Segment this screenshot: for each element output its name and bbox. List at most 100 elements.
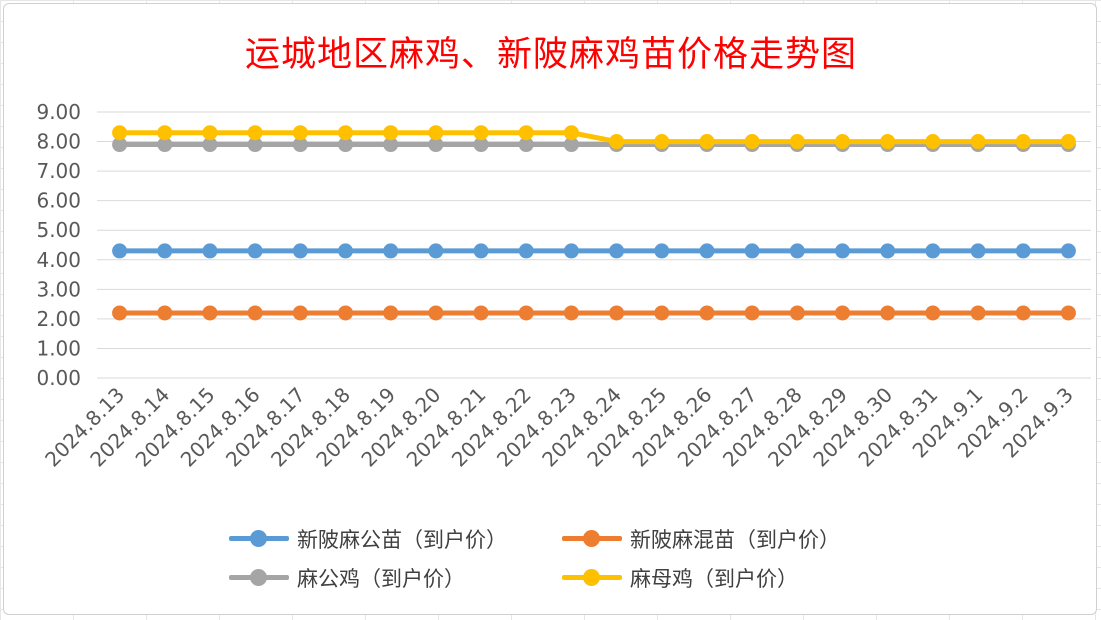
data-point [789, 134, 805, 150]
data-point [473, 137, 489, 153]
data-point [338, 243, 353, 259]
series-4 [112, 125, 1076, 150]
data-point [157, 125, 173, 141]
data-point [338, 137, 353, 153]
data-point [835, 243, 850, 259]
data-point [292, 125, 308, 141]
data-point [699, 305, 715, 321]
legend-item-series-1[interactable]: 新陂麻公苗（到户价） [229, 523, 507, 555]
data-point [835, 305, 850, 321]
y-tick-label: 6.00 [36, 189, 81, 213]
data-point [654, 134, 670, 150]
data-point [880, 243, 896, 259]
data-point [338, 125, 353, 141]
data-point [473, 243, 489, 259]
data-point [112, 137, 128, 153]
legend-marker [229, 562, 289, 594]
data-point [112, 305, 128, 321]
data-point [247, 137, 263, 153]
data-point [970, 243, 986, 259]
data-point [609, 305, 625, 321]
data-point [157, 305, 173, 321]
data-point [699, 134, 715, 150]
data-point [473, 125, 489, 141]
data-point [789, 305, 805, 321]
legend-label: 麻公鸡（到户价） [297, 567, 465, 591]
data-point [247, 305, 263, 321]
data-point [383, 125, 399, 141]
legend-label: 新陂麻公苗（到户价） [297, 528, 507, 552]
legend-marker [229, 523, 289, 555]
data-point [563, 305, 579, 321]
legend-label: 麻母鸡（到户价） [630, 567, 798, 591]
legend-item-series-3[interactable]: 麻公鸡（到户价） [229, 562, 465, 594]
y-tick-label: 1.00 [36, 336, 81, 360]
data-point [157, 243, 173, 259]
data-point [970, 305, 986, 321]
chart-title: 运城地区麻鸡、新陂麻鸡苗价格走势图 [244, 35, 857, 75]
y-tick-label: 5.00 [36, 218, 81, 242]
data-point [157, 137, 173, 153]
data-point [925, 305, 941, 321]
y-tick-label: 9.00 [36, 100, 81, 124]
data-point [654, 243, 670, 259]
y-tick-labels: 0.00 1.00 2.00 3.00 4.00 5.00 6.00 7.00 8.00 9.00 [36, 100, 81, 390]
data-point [1015, 305, 1031, 321]
data-point [518, 243, 534, 259]
data-point [563, 125, 579, 141]
data-point [518, 137, 534, 153]
data-point [202, 137, 218, 153]
x-tick-labels: 2024.8.132024.8.142024.8.152024.8.162024… [40, 383, 1078, 472]
y-tick-label: 8.00 [36, 130, 81, 154]
data-point [1060, 243, 1076, 259]
data-point [880, 134, 896, 150]
data-point [1015, 134, 1031, 150]
data-point [292, 305, 308, 321]
data-point [563, 243, 579, 259]
legend-item-series-2[interactable]: 新陂麻混苗（到户价） [562, 523, 840, 555]
data-point [428, 137, 444, 153]
data-point [518, 305, 534, 321]
data-point [338, 305, 353, 321]
data-point [609, 134, 625, 150]
data-point [292, 243, 308, 259]
data-point [428, 243, 444, 259]
data-point [925, 243, 941, 259]
legend-item-series-4[interactable]: 麻母鸡（到户价） [562, 562, 798, 594]
data-point [744, 305, 760, 321]
data-point [609, 243, 625, 259]
data-point [925, 134, 941, 150]
y-tick-label: 4.00 [36, 248, 81, 272]
data-point [1060, 305, 1076, 321]
legend-marker [562, 523, 622, 555]
legend-label: 新陂麻混苗（到户价） [630, 528, 840, 552]
y-tick-label: 0.00 [36, 366, 81, 390]
data-point [428, 125, 444, 141]
chart-container[interactable]: 运城地区麻鸡、新陂麻鸡苗价格走势图 0.00 1.00 2.00 3.00 4.00 5.… [3, 3, 1097, 615]
line-chart: 0.00 1.00 2.00 3.00 4.00 5.00 6.00 7.00 8.00 9.00… [36, 100, 1091, 472]
data-point [202, 305, 218, 321]
data-point [654, 305, 670, 321]
gridlines [97, 111, 1091, 379]
data-point [473, 305, 489, 321]
y-tick-label: 2.00 [36, 307, 81, 331]
data-point [383, 137, 399, 153]
data-point [835, 134, 850, 150]
series-1 [112, 243, 1076, 259]
data-point [202, 125, 218, 141]
data-point [699, 243, 715, 259]
data-point [744, 243, 760, 259]
data-point [112, 243, 128, 259]
data-point [292, 137, 308, 153]
data-point [247, 125, 263, 141]
legend: 新陂麻公苗（到户价） 新陂麻混苗（到户价） 麻公鸡（到户价） 麻母鸡（到户价） [229, 523, 929, 599]
y-tick-label: 3.00 [36, 277, 81, 301]
data-point [383, 305, 399, 321]
data-point [1060, 134, 1076, 150]
data-point [247, 243, 263, 259]
series-lines [112, 125, 1076, 321]
data-point [880, 305, 896, 321]
legend-marker [562, 562, 622, 594]
y-tick-label: 7.00 [36, 159, 81, 183]
data-point [970, 134, 986, 150]
